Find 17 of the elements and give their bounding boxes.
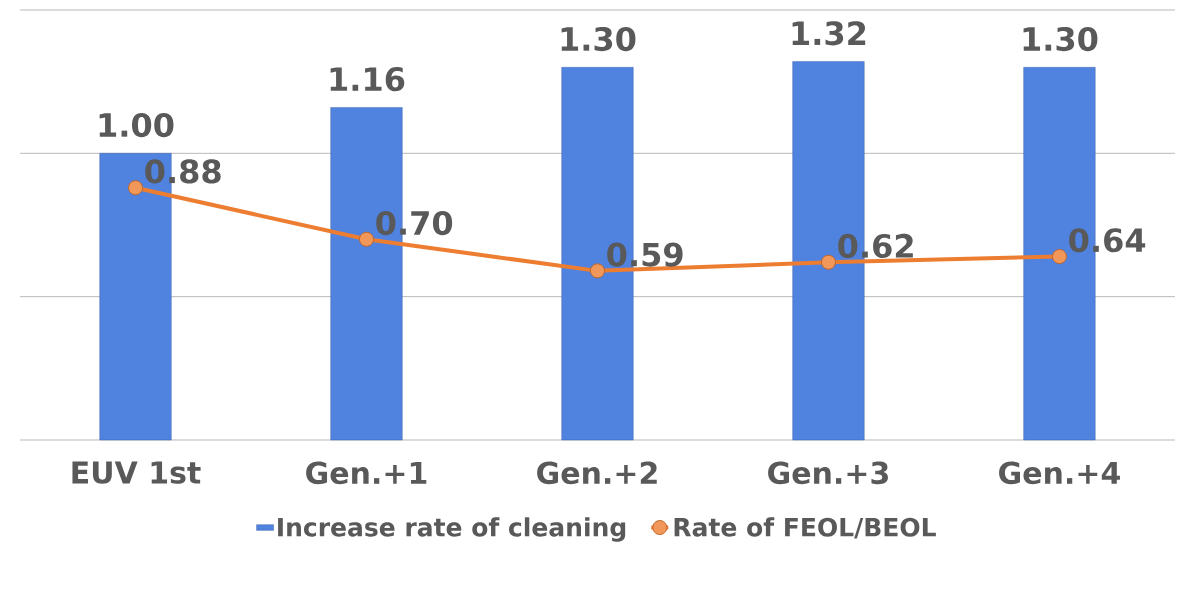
data-label: 1.32 [792,21,866,46]
x-tick-label: Gen.+3 [768,461,888,485]
legend-label: Rate of FEOL/BEOL [674,517,936,539]
point [820,254,836,270]
data-label: 1.30 [1023,26,1098,52]
point [1051,249,1067,265]
x-tick-label: EUV 1st [72,461,201,484]
legend-label: Increase rate of cleaning [278,517,626,542]
x-tick-label: Gen.+1 [306,461,427,485]
data-label: 1.16 [330,67,405,92]
data-label: 1.00 [99,112,174,138]
x-tick-label: Gen.+4 [999,461,1120,485]
point [358,231,374,247]
x-tick-label: Gen.+2 [537,461,657,485]
point [128,180,143,196]
data-label: 1.30 [561,26,636,52]
point [589,263,605,279]
